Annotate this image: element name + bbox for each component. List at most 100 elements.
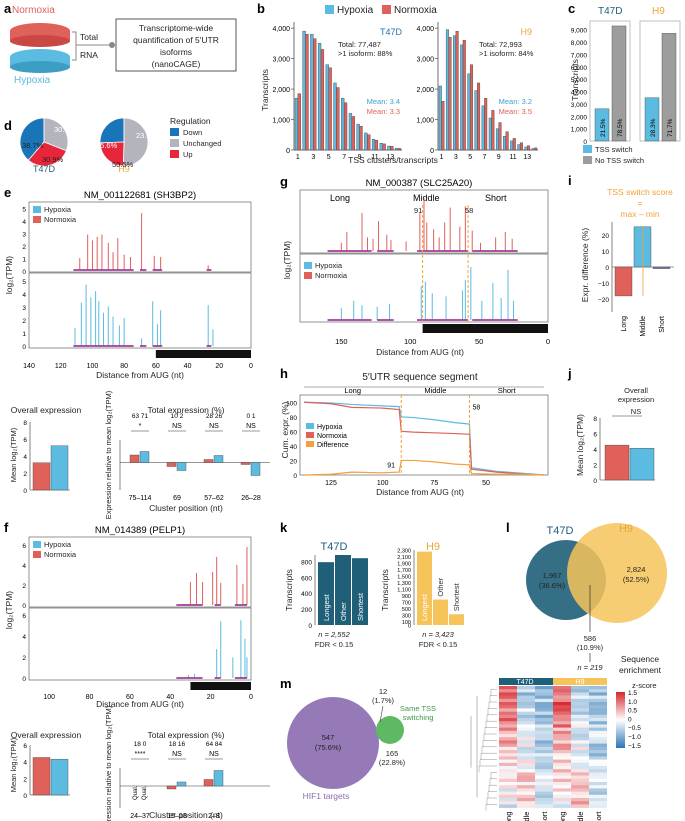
heatmap-cell [553, 721, 571, 725]
x-tick-label: 20 [207, 694, 215, 701]
heatmap-cell [535, 788, 553, 792]
svg-text:Overall: Overall [624, 386, 648, 395]
column-label: Long [558, 812, 567, 821]
heatmap-cell [499, 702, 517, 706]
dendrogram-branch [488, 785, 497, 792]
heatmap-cell [571, 721, 589, 725]
bar-normoxia [343, 102, 348, 151]
y-tick-label: 100 [286, 400, 297, 407]
pelp1-cluster-bars: 18 0 **** 24–37 18 16 NS 15–18 64 84 NS 2–8 Qual.… [119, 741, 270, 820]
y-tick-label: 2 [23, 776, 27, 783]
y-tick-label: 900 [402, 594, 411, 600]
svg-text:b: b [257, 1, 265, 16]
heatmap-cell [553, 718, 571, 722]
heatmap-cell [553, 756, 571, 760]
y-tick-label: −10 [598, 281, 609, 288]
regulation-pies [19, 117, 149, 167]
heatmap-cell [589, 791, 607, 796]
svg-text:Unchanged: Unchanged [183, 139, 221, 148]
y-tick-label: 0 [293, 473, 297, 480]
svg-text:H9: H9 [426, 541, 440, 553]
x-tick-label: 1 [296, 154, 300, 161]
heatmap-cell [517, 727, 535, 732]
bar-longest [318, 562, 334, 625]
bar-normoxia [203, 779, 214, 787]
y-tick-label: 700 [402, 601, 411, 607]
bar-normoxia [484, 97, 488, 151]
y-tick-label: 300 [402, 614, 411, 620]
y-tick-label: 3 [22, 232, 26, 239]
y-tick-label: 20 [290, 458, 298, 465]
heatmap-cell [499, 746, 517, 751]
svg-text:f: f [4, 520, 9, 535]
heatmap-cell [517, 766, 535, 770]
column-label: Short [594, 811, 603, 821]
significance: NS [246, 423, 256, 430]
heatmap-cell [517, 772, 535, 776]
bar-hypoxia [453, 35, 457, 151]
x-tick-label: 100 [404, 337, 417, 346]
svg-text:Regulation: Regulation [170, 116, 211, 126]
dendrogram-branch [478, 765, 497, 773]
bar-hypoxia [495, 128, 499, 151]
heatmap-cell [517, 788, 535, 792]
svg-text:(1.7%): (1.7%) [372, 696, 395, 705]
heatmap-cell [535, 746, 553, 751]
dendrogram-branch [489, 695, 497, 702]
heatmap-cell [571, 740, 589, 744]
y-tick-label: 400 [301, 591, 312, 598]
svg-text:log₂(TPM): log₂(TPM) [4, 256, 14, 294]
y-tick-label: 500 [402, 607, 411, 613]
heatmap-cell [517, 778, 535, 783]
y-tick-label: 4,000 [571, 90, 588, 97]
merge-arrow [72, 31, 110, 61]
panel-h: h 5′UTR sequence segment Cum. expr. (%) … [280, 366, 549, 497]
dendrogram-branch [480, 753, 497, 760]
bar-hypoxia [50, 758, 69, 796]
dendrogram-branch [486, 797, 497, 805]
heatmap-cell [535, 727, 553, 732]
y-tick-label: 0 [408, 624, 411, 630]
heatmap-cell [517, 737, 535, 741]
heatmap-cell [571, 785, 589, 789]
heatmap-cell [499, 724, 517, 728]
bar-hypoxia [510, 140, 514, 151]
bar-hypoxia [488, 117, 492, 151]
bar-hypoxia [467, 73, 471, 151]
heatmap-cell [535, 804, 553, 808]
heatmap-cell [517, 804, 535, 808]
heatmap-cell [553, 772, 571, 776]
heatmap-cell [589, 794, 607, 799]
y-tick-label: 6 [23, 743, 27, 750]
y-tick-label: 2 [22, 318, 26, 325]
bar-normoxia [166, 462, 177, 467]
svg-text:H9: H9 [118, 164, 130, 174]
dendrogram-branch [481, 746, 497, 754]
heatmap-cell [499, 705, 517, 709]
svg-text:Mean: 3.5: Mean: 3.5 [499, 107, 532, 116]
heatmap-cell [589, 756, 607, 760]
bar-normoxia [351, 116, 355, 151]
svg-text:Total: 72,993: Total: 72,993 [479, 40, 522, 49]
heatmap-cell [535, 724, 553, 728]
heatmap-cell [499, 692, 517, 696]
heatmap-cell [571, 743, 589, 748]
heatmap-cell [499, 782, 517, 786]
y-tick-label: 1,300 [397, 581, 411, 587]
bar-hypoxia [294, 97, 299, 151]
heatmap-cell [571, 804, 589, 808]
y-tick-label: 10 [602, 249, 610, 256]
heatmap-cell [553, 724, 571, 728]
y-tick-label: 3,000 [272, 57, 290, 64]
svg-text:Middle: Middle [413, 193, 440, 203]
y-tick-label: 9,000 [571, 28, 588, 35]
bar-no-tss-switch [661, 33, 677, 142]
y-tick-label: 1 [22, 331, 26, 338]
heatmap-cell [589, 705, 607, 709]
bar-tss-switch [644, 97, 660, 142]
dendrogram-branch [485, 721, 497, 728]
y-tick-label: 3,000 [416, 57, 434, 64]
bar-normoxia [491, 110, 495, 151]
svg-text:T47D: T47D [547, 525, 574, 537]
